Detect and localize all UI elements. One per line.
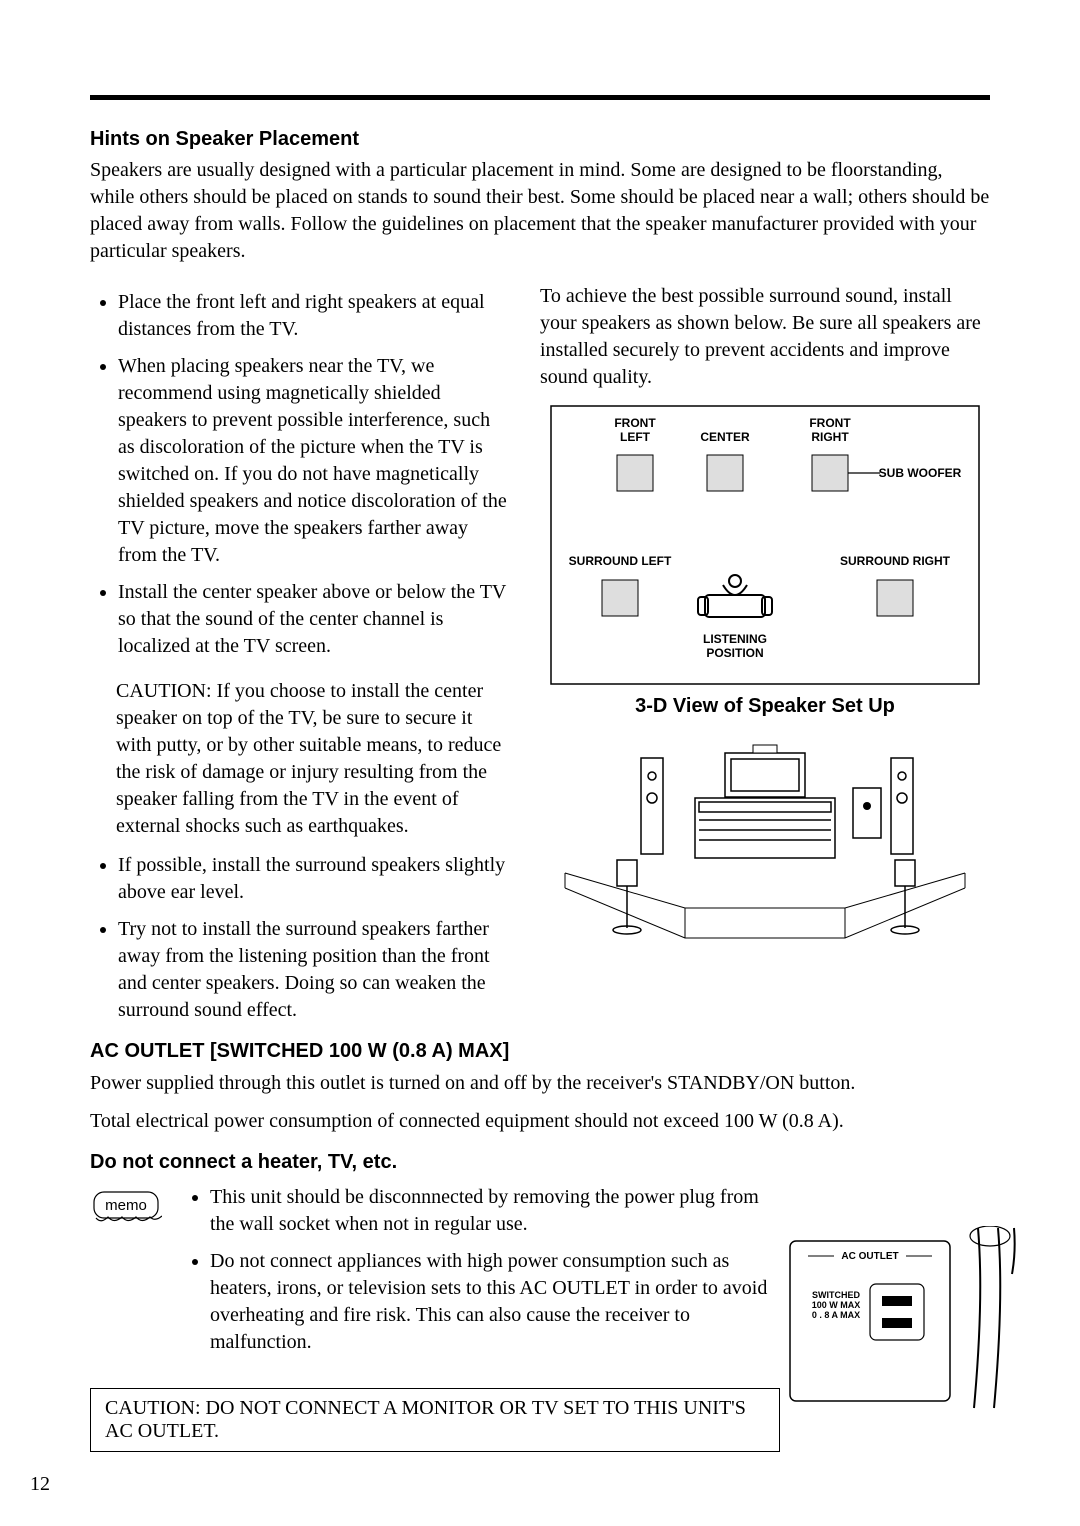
label-listening-l1: LISTENING [703, 632, 767, 646]
label-ac-outlet: AC OUTLET [841, 1251, 898, 1262]
label-surround-right: SURROUND RIGHT [840, 554, 951, 568]
three-d-title: 3-D View of Speaker Set Up [540, 695, 990, 718]
label-listening-l2: POSITION [706, 646, 763, 660]
label-front-left-l1: FRONT [614, 416, 656, 430]
label-subwoofer: SUB WOOFER [879, 466, 962, 480]
label-center: CENTER [700, 430, 750, 444]
caution-inline: CAUTION: If you choose to install the ce… [116, 678, 510, 840]
label-surround-left: SURROUND LEFT [569, 554, 672, 568]
label-front-right-l2: RIGHT [811, 430, 849, 444]
section-title-speaker: Hints on Speaker Placement [90, 128, 990, 151]
two-column-layout: Place the front left and right speakers … [90, 283, 990, 1034]
section-title-ac: AC OUTLET [SWITCHED 100 W (0.8 A) MAX] [90, 1040, 990, 1063]
ac-p2: Total electrical power consumption of co… [90, 1107, 990, 1135]
list-item: Do not connect appliances with high powe… [210, 1248, 770, 1356]
label-front-right-l1: FRONT [809, 416, 851, 430]
ac-outlet-diagram: AC OUTLET SWITCHED 100 W MAX 0 . 8 A MAX [780, 1226, 1040, 1426]
right-column: To achieve the best possible surround so… [540, 283, 990, 1034]
page: Hints on Speaker Placement Speakers are … [0, 0, 1080, 1526]
label-switched-l2: 100 W MAX [812, 1300, 861, 1310]
subtitle-donotconnect: Do not connect a heater, TV, etc. [90, 1151, 990, 1174]
caution-box: CAUTION: DO NOT CONNECT A MONITOR OR TV … [90, 1388, 780, 1452]
rule-top [90, 95, 990, 100]
listening-position-icon [698, 575, 772, 617]
right-intro: To achieve the best possible surround so… [540, 283, 990, 391]
bullet-list-top: Place the front left and right speakers … [90, 289, 510, 660]
speaker-layout-diagram: FRONT LEFT CENTER FRONT RIGHT SUB WOOFER… [550, 405, 980, 685]
list-item: Try not to install the surround speakers… [118, 916, 510, 1024]
label-switched-l3: 0 . 8 A MAX [812, 1310, 860, 1320]
intro-paragraph: Speakers are usually designed with a par… [90, 157, 990, 265]
list-item: Install the center speaker above or belo… [118, 579, 510, 660]
list-item: This unit should be disconnnected by rem… [210, 1184, 770, 1238]
page-number: 12 [30, 1473, 50, 1496]
speaker-3d-diagram [555, 728, 975, 958]
memo-icon: memo [90, 1188, 162, 1232]
list-item: When placing speakers near the TV, we re… [118, 353, 510, 569]
ac-paragraphs: Power supplied through this outlet is tu… [90, 1069, 990, 1135]
ac-p1: Power supplied through this outlet is tu… [90, 1069, 990, 1097]
list-item: If possible, install the surround speake… [118, 852, 510, 906]
bullet-list-bottom: If possible, install the surround speake… [90, 852, 510, 1024]
memo-label: memo [105, 1197, 147, 1214]
label-front-left-l2: LEFT [620, 430, 651, 444]
memo-bullet-list: This unit should be disconnnected by rem… [182, 1184, 770, 1366]
label-switched-l1: SWITCHED [812, 1290, 860, 1300]
list-item: Place the front left and right speakers … [118, 289, 510, 343]
left-column: Place the front left and right speakers … [90, 283, 510, 1034]
